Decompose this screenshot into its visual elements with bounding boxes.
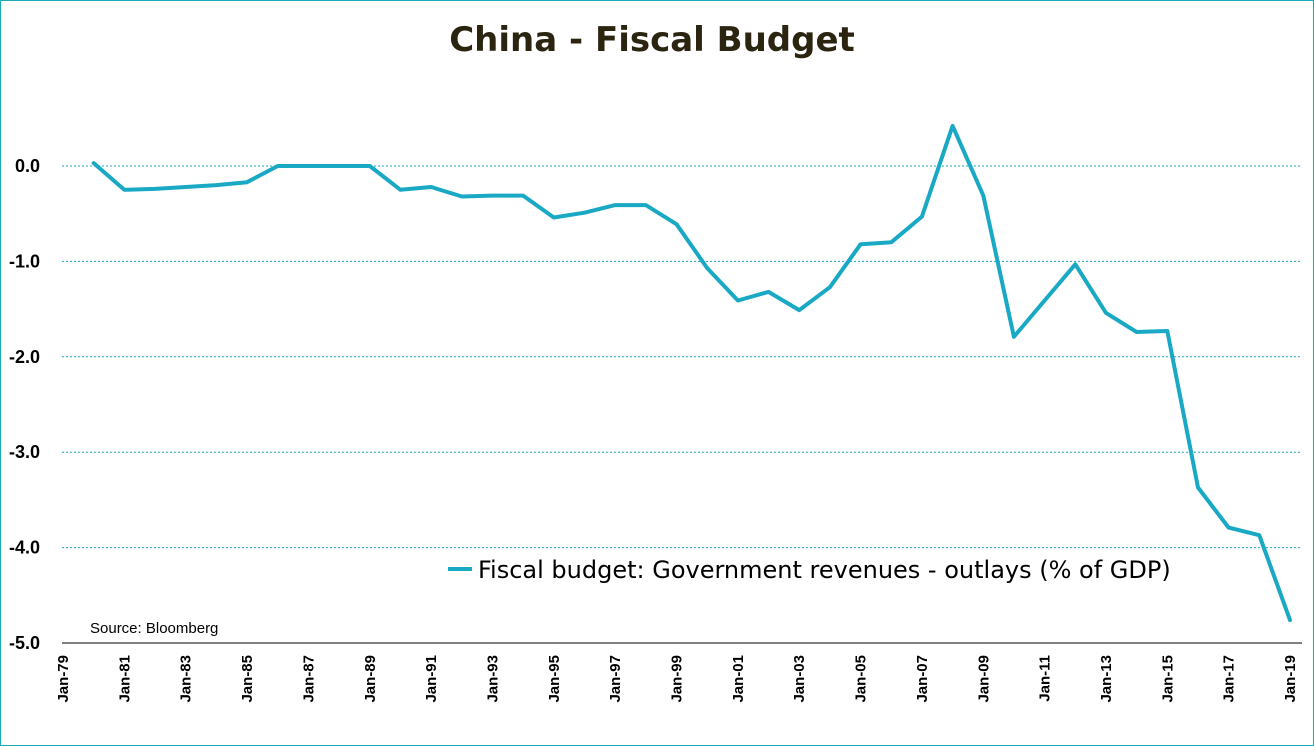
gridlines <box>62 165 1302 549</box>
x-axis-tick-labels: Jan-79 Jan-81 Jan-83 Jan-85 Jan-87 Jan-89 Jan-… <box>55 655 1299 703</box>
x-tick-label: Jan-93 <box>484 655 501 703</box>
series-line <box>91 123 1292 623</box>
x-tick-label: Jan-97 <box>607 655 624 703</box>
y-tick-label: -4.0 <box>9 538 40 558</box>
x-tick-label: Jan-09 <box>975 655 992 703</box>
x-tick-label: Jan-79 <box>55 655 72 703</box>
x-tick-label: Jan-01 <box>730 655 747 703</box>
x-tick-label: Jan-87 <box>300 655 317 703</box>
x-tick-label: Jan-81 <box>116 655 133 703</box>
source-note: Source: Bloomberg <box>90 620 218 637</box>
y-tick-label: -2.0 <box>9 347 40 367</box>
x-tick-label: Jan-83 <box>178 655 195 703</box>
chart-title: China - Fiscal Budget <box>449 20 855 60</box>
y-tick-label: -3.0 <box>9 442 40 462</box>
y-tick-label: 0.0 <box>15 156 40 176</box>
y-tick-label: -1.0 <box>9 251 40 271</box>
legend-label: Fiscal budget: Government revenues - out… <box>478 556 1171 584</box>
x-tick-label: Jan-95 <box>546 655 563 703</box>
y-axis-tick-labels: 0.0 -1.0 -2.0 -3.0 -4.0 -5.0 <box>9 156 40 653</box>
x-tick-label: Jan-11 <box>1037 655 1054 702</box>
legend: Fiscal budget: Government revenues - out… <box>448 556 1171 584</box>
x-tick-label: Jan-17 <box>1221 655 1238 703</box>
x-tick-label: Jan-13 <box>1098 655 1115 703</box>
x-tick-label: Jan-89 <box>362 655 379 703</box>
x-tick-label: Jan-07 <box>914 655 931 703</box>
x-tick-label: Jan-85 <box>239 655 256 703</box>
series-layer <box>91 123 1292 623</box>
y-tick-label: -5.0 <box>9 633 40 653</box>
x-tick-label: Jan-03 <box>791 655 808 703</box>
x-tick-label: Jan-15 <box>1159 655 1176 703</box>
x-tick-label: Jan-19 <box>1282 655 1299 703</box>
x-tick-label: Jan-05 <box>853 655 870 703</box>
x-tick-label: Jan-99 <box>669 655 686 703</box>
x-tick-label: Jan-91 <box>423 655 440 703</box>
